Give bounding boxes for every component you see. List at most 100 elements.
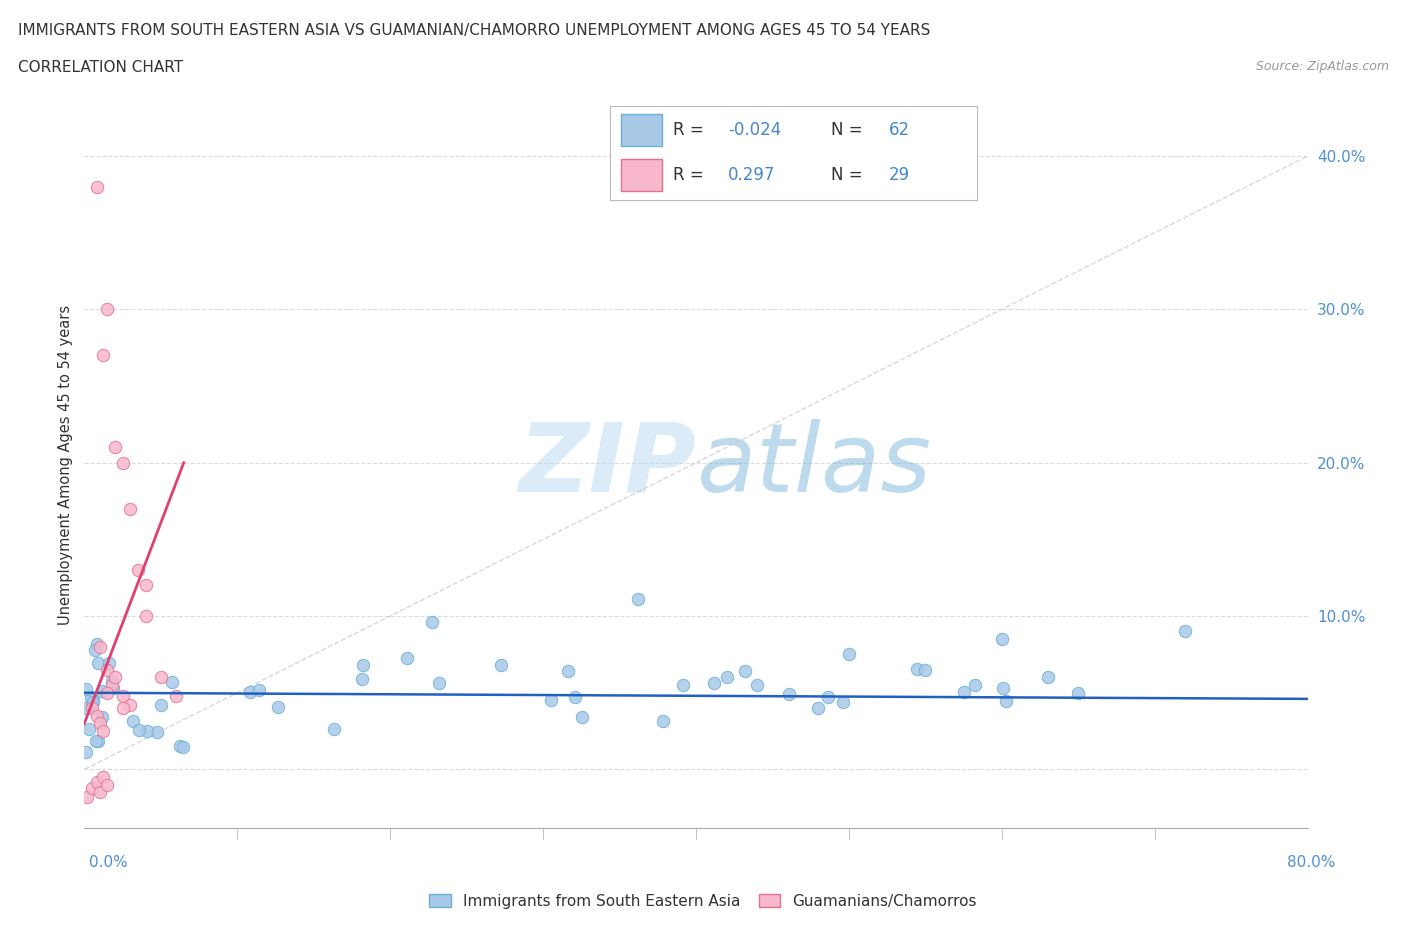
Point (90, 684, 112, 698)
Point (104, 440, 127, 455)
Text: CORRELATION CHART: CORRELATION CHART (18, 60, 183, 75)
Point (84, 642, 107, 657)
Text: 80.0%: 80.0% (1288, 855, 1336, 870)
Point (239, 684, 262, 699)
Point (89, 785, 111, 800)
Point (267, 699, 290, 714)
Point (86, 709, 108, 724)
Point (86, 637, 108, 652)
Point (84, 734, 107, 749)
Point (87, 656, 110, 671)
Point (953, 684, 976, 699)
Point (540, 693, 562, 708)
Text: ZIP: ZIP (517, 418, 696, 512)
Point (75, 700, 97, 715)
Point (247, 683, 270, 698)
Point (172, 739, 194, 754)
Point (120, 698, 142, 712)
Text: Source: ZipAtlas.com: Source: ZipAtlas.com (1256, 60, 1389, 73)
Point (817, 690, 839, 705)
Point (96, 777, 118, 792)
Point (914, 662, 936, 677)
Point (80, 696, 103, 711)
Point (994, 693, 1017, 708)
Point (323, 722, 346, 737)
Text: IMMIGRANTS FROM SOUTH EASTERN ASIA VS GUAMANIAN/CHAMORRO UNEMPLOYMENT AMONG AGES: IMMIGRANTS FROM SOUTH EASTERN ASIA VS GU… (18, 23, 931, 38)
Point (747, 678, 769, 693)
Point (807, 700, 830, 715)
Point (75, 682, 97, 697)
Point (1067, 685, 1090, 700)
Point (111, 456, 134, 471)
Point (77, 722, 100, 737)
Point (91, 724, 114, 738)
Point (716, 670, 738, 684)
Point (103, 680, 125, 695)
Point (82, 695, 104, 710)
Point (352, 658, 374, 672)
Point (965, 677, 987, 692)
Point (76, 744, 98, 759)
Point (120, 501, 142, 516)
Point (1174, 624, 1197, 639)
Point (491, 658, 513, 672)
Point (96, 685, 118, 700)
Point (135, 608, 157, 623)
Point (831, 695, 853, 710)
Point (87, 734, 110, 749)
Point (91, 710, 114, 724)
Point (91, 348, 114, 363)
Point (149, 670, 172, 684)
Point (145, 724, 167, 739)
Point (111, 688, 134, 703)
Point (652, 713, 675, 728)
Point (672, 678, 695, 693)
Point (352, 671, 374, 686)
Point (564, 690, 586, 705)
Text: 0.0%: 0.0% (89, 855, 128, 870)
Point (76, 790, 98, 804)
Point (97, 656, 120, 671)
Point (101, 678, 124, 693)
Point (89, 639, 111, 654)
Point (104, 670, 127, 684)
Point (627, 592, 650, 607)
Point (80, 691, 103, 706)
Text: atlas: atlas (696, 418, 931, 512)
Point (82, 693, 104, 708)
Point (991, 631, 1014, 646)
Point (420, 615, 443, 630)
Point (86, 775, 108, 790)
Point (89, 716, 111, 731)
Point (396, 651, 419, 666)
Point (838, 647, 860, 662)
Point (734, 663, 756, 678)
Point (1036, 670, 1059, 684)
Point (136, 724, 159, 738)
Point (991, 681, 1014, 696)
Point (100, 673, 122, 688)
Point (86, 179, 108, 194)
Point (169, 738, 191, 753)
Point (429, 675, 451, 690)
Point (135, 578, 157, 592)
Point (778, 686, 800, 701)
Point (96, 302, 118, 317)
Point (150, 698, 173, 712)
Point (703, 676, 725, 691)
Point (127, 563, 149, 578)
Point (80, 780, 103, 795)
Point (96, 662, 118, 677)
Point (111, 700, 134, 715)
Point (160, 674, 183, 689)
Point (571, 710, 593, 724)
Point (128, 723, 150, 737)
Point (121, 714, 143, 729)
Point (80, 700, 103, 715)
Legend: Immigrants from South Eastern Asia, Guamanians/Chamorros: Immigrants from South Eastern Asia, Guam… (423, 887, 983, 915)
Point (165, 688, 187, 703)
Point (91, 770, 114, 785)
Point (905, 661, 928, 676)
Point (557, 663, 579, 678)
Y-axis label: Unemployment Among Ages 45 to 54 years: Unemployment Among Ages 45 to 54 years (58, 305, 73, 625)
